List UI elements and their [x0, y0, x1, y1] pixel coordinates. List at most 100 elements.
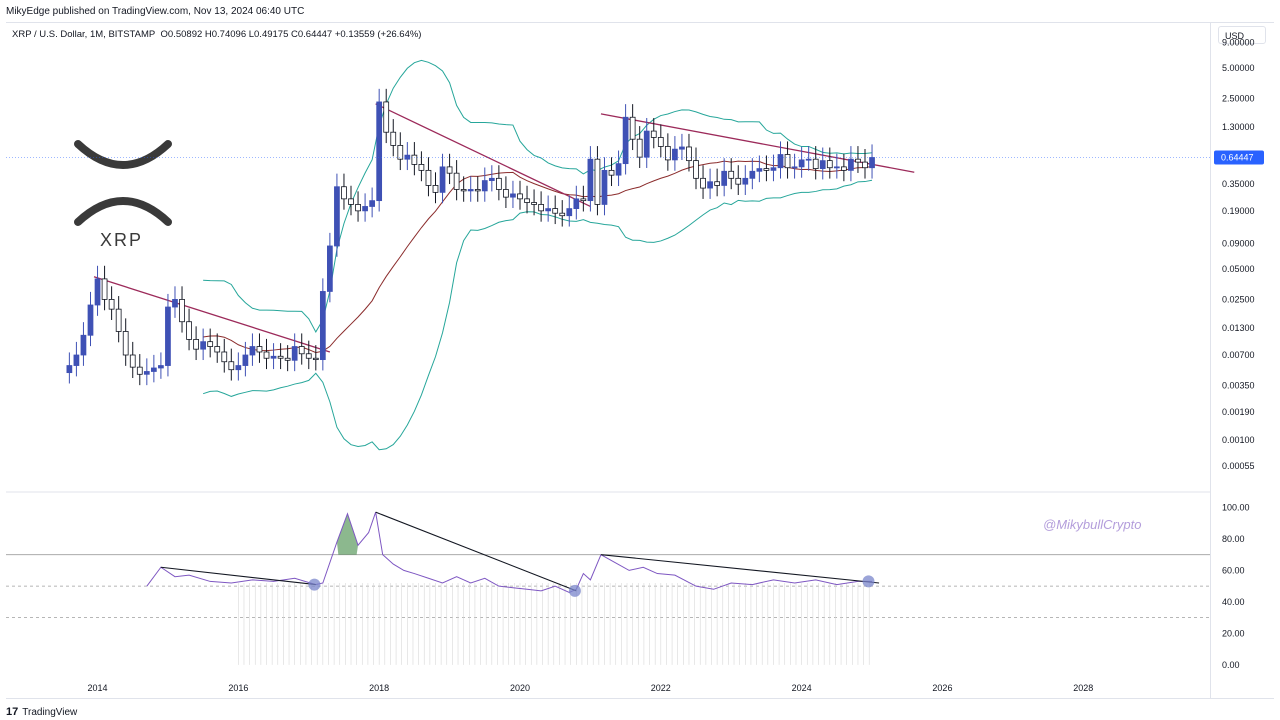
tradingview-logo-icon: 17 — [6, 706, 19, 718]
candle-body — [756, 168, 763, 172]
candle-body — [700, 177, 706, 189]
candle-body — [601, 169, 608, 205]
candle-body — [657, 137, 664, 147]
candle-body — [855, 158, 861, 163]
candle-body — [594, 158, 601, 205]
candle-body — [749, 170, 756, 179]
candle-body — [165, 306, 171, 366]
price-tick-label: 0.02500 — [1222, 294, 1255, 304]
candle-body — [263, 351, 270, 359]
candle-body — [552, 208, 559, 214]
candle-body — [770, 167, 777, 171]
rsi-pane — [6, 491, 1210, 665]
candle-body — [559, 212, 566, 217]
candle-body — [693, 160, 699, 179]
candle-body — [488, 177, 495, 181]
candle-body — [862, 161, 868, 169]
candle-body — [179, 299, 185, 323]
candle-body — [221, 351, 228, 363]
candle-body — [735, 177, 742, 185]
time-tick-label: 2026 — [932, 683, 952, 693]
candle-body — [622, 116, 629, 165]
price-tick-label: 0.01300 — [1222, 323, 1255, 333]
candle-body — [186, 321, 192, 340]
candle-body — [73, 354, 80, 366]
rsi-touch-marker[interactable] — [308, 578, 321, 591]
trendlines — [93, 103, 915, 353]
time-tick-label: 2016 — [228, 683, 248, 693]
candle-body — [143, 371, 150, 375]
candle-body — [714, 181, 720, 186]
rsi-touch-marker[interactable] — [862, 575, 875, 588]
candle-body — [798, 159, 805, 168]
candle-body — [312, 357, 319, 361]
candle-body — [305, 353, 312, 359]
candle-body — [439, 166, 446, 193]
candle-body — [115, 308, 122, 332]
candle-body — [214, 346, 221, 353]
candle-body — [474, 189, 481, 192]
candle-body — [587, 158, 594, 202]
price-tick-label: 0.35000 — [1222, 179, 1255, 189]
price-tick-label: 5.00000 — [1222, 63, 1255, 73]
candle-body — [284, 357, 291, 361]
price-axis: 9.00000 5.00000 2.50000 1.30000 0.35000 0.190… — [6, 37, 1264, 471]
bb-lower-line — [202, 179, 873, 451]
candle-body — [348, 198, 354, 205]
candle-body — [721, 170, 728, 186]
candle-body — [538, 204, 544, 212]
rsi-tick-label: 100.00 — [1222, 502, 1250, 512]
candle-body — [869, 157, 875, 169]
candle-body — [327, 245, 333, 292]
candle-body — [664, 146, 671, 161]
time-tick-label: 2014 — [88, 683, 108, 693]
rsi-tick-label: 60.00 — [1222, 565, 1245, 575]
candle-body — [453, 172, 460, 190]
ohlc-values: O0.50892 H0.74096 L0.49175 C0.64447 +0.1… — [160, 29, 422, 40]
candle-body — [249, 346, 256, 356]
candle-body — [742, 177, 749, 185]
candle-body — [812, 158, 819, 169]
candle-body — [291, 346, 298, 361]
candle-body — [80, 334, 87, 356]
price-tick-label: 0.00190 — [1222, 407, 1255, 417]
candle-body — [650, 130, 657, 138]
time-tick-label: 2022 — [651, 683, 671, 693]
currency-button[interactable]: USD — [1218, 26, 1266, 44]
candle-body — [467, 189, 474, 192]
candle-body — [200, 341, 207, 350]
candle-body — [728, 170, 735, 179]
candle-body — [629, 116, 636, 140]
candle-body — [158, 365, 164, 369]
candle-body — [446, 166, 453, 174]
price-tick-label: 0.19000 — [1222, 206, 1255, 216]
candle-body — [319, 291, 326, 361]
candle-body — [362, 206, 368, 212]
candle-body — [390, 131, 397, 146]
candle-body — [136, 366, 143, 375]
candle-body — [707, 181, 713, 189]
candle-body — [531, 202, 537, 205]
rsi-line — [146, 512, 873, 593]
author-watermark: @MikybullCrypto — [1043, 517, 1142, 532]
candle-body — [841, 166, 847, 171]
candle-body — [460, 189, 467, 192]
candle-body — [334, 186, 340, 247]
candle-body — [826, 160, 833, 169]
candle-body — [207, 341, 214, 347]
xrp-logo-icon — [74, 140, 172, 250]
candle-body — [672, 148, 678, 161]
rsi-touch-marker[interactable] — [568, 584, 581, 597]
candle-body — [566, 208, 573, 217]
candle-body — [545, 208, 552, 212]
candle-body — [481, 180, 488, 192]
price-tick-label: 0.00350 — [1222, 380, 1255, 390]
tradingview-footer[interactable]: 17 TradingView — [6, 706, 77, 718]
time-tick-label: 2024 — [792, 683, 812, 693]
symbol-line: XRP / U.S. Dollar, 1M, BITSTAMP O0.50892… — [12, 29, 421, 40]
candle-body — [686, 146, 692, 162]
frame-bottom-divider — [6, 698, 1274, 699]
candle-body — [298, 346, 305, 355]
candle-body — [150, 367, 157, 372]
